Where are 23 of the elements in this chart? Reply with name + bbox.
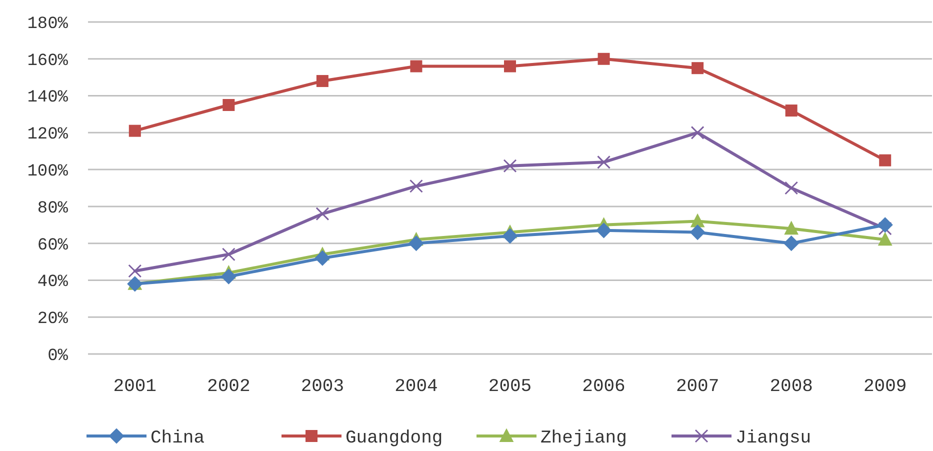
x-tick-label: 2001: [113, 377, 156, 397]
legend-label: China: [150, 428, 205, 448]
x-tick-label: 2002: [207, 377, 250, 397]
x-tick-label: 2004: [394, 377, 438, 397]
y-tick-label: 180%: [27, 14, 69, 34]
y-tick-label: 40%: [37, 273, 69, 292]
y-tick-label: 160%: [27, 52, 69, 71]
x-tick-label: 2006: [582, 377, 626, 397]
y-tick-label: 60%: [37, 236, 69, 256]
legend-label: Guangdong: [346, 428, 443, 448]
x-tick-label: 2007: [676, 377, 720, 397]
y-tick-label: 120%: [27, 126, 69, 145]
legend-label: Zhejiang: [540, 428, 627, 448]
y-tick-label: 20%: [37, 310, 69, 330]
x-tick-label: 2005: [488, 377, 532, 397]
y-tick-label: 80%: [37, 199, 69, 218]
x-tick-label: 2009: [864, 377, 907, 397]
legend-label: Jiangsu: [736, 428, 812, 448]
y-tick-label: 140%: [27, 88, 69, 108]
y-tick-label: 100%: [27, 162, 69, 182]
x-tick-label: 2008: [770, 377, 813, 397]
y-tick-label: 0%: [48, 346, 69, 366]
x-tick-label: 2003: [300, 377, 344, 397]
